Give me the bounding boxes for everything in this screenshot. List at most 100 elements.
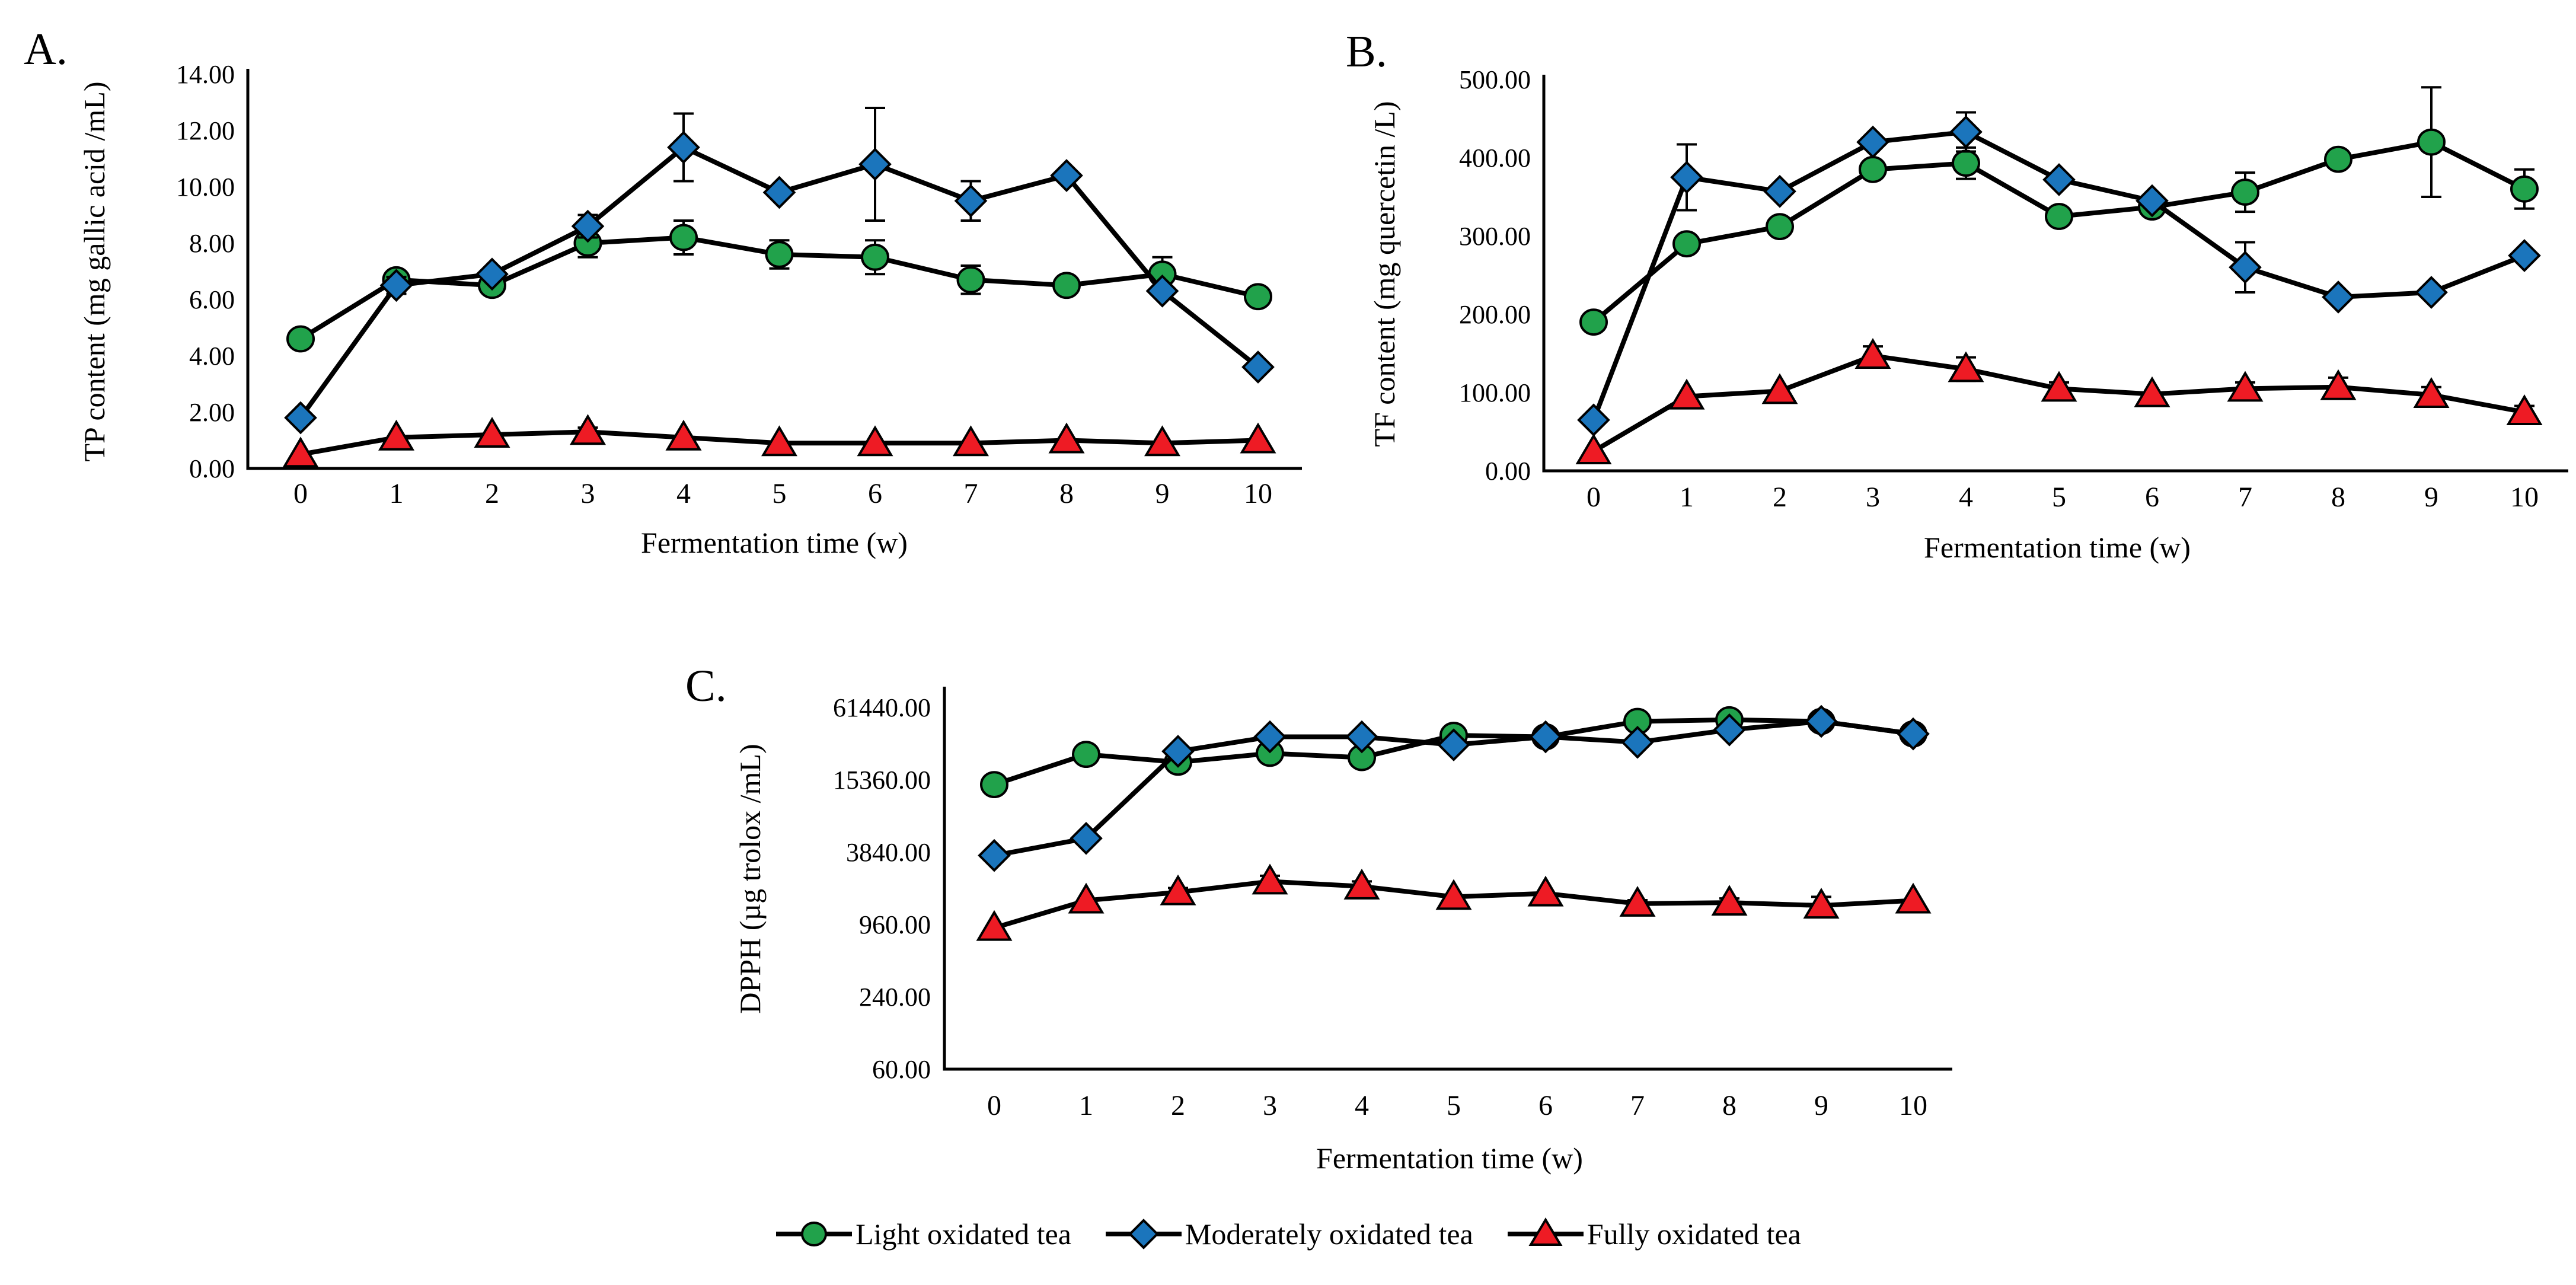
- marker-triangle: [1895, 882, 1932, 914]
- x-tick-label: 9: [1814, 1090, 1828, 1121]
- x-tick-label: 0: [987, 1090, 1001, 1121]
- y-tick-label: 10.00: [176, 173, 235, 202]
- marker-circle: [2231, 178, 2259, 206]
- marker-circle: [1859, 155, 1887, 183]
- series-moderately-oxidated-tea: [978, 704, 1930, 872]
- marker-circle: [1672, 230, 1701, 258]
- panel-label: B.: [1346, 27, 1387, 76]
- marker-diamond: [978, 838, 1011, 872]
- marker-triangle: [2227, 371, 2264, 402]
- x-tick-label: 3: [581, 478, 595, 509]
- marker-diamond: [571, 209, 605, 243]
- marker-triangle: [1527, 875, 1564, 907]
- marker-triangle: [1854, 338, 1891, 369]
- marker-triangle: [953, 425, 989, 457]
- x-tick-label: 7: [2238, 482, 2252, 513]
- marker-diamond: [1161, 735, 1195, 768]
- x-tick-label: 7: [964, 478, 978, 509]
- marker-diamond: [1897, 717, 1930, 751]
- x-tick-label: 6: [868, 478, 882, 509]
- marker-diamond: [1241, 350, 1275, 384]
- marker-circle: [1244, 283, 1272, 311]
- y-tick-label: 4.00: [189, 342, 235, 371]
- marker-triangle: [1240, 422, 1276, 454]
- x-tick-label: 8: [1722, 1090, 1737, 1121]
- marker-diamond: [2322, 280, 2355, 314]
- chart-panel-a: A. 0.00 2.00 4.00 6.00 8.00 10.00 12.00 14.00 0 1 2…: [24, 24, 1302, 559]
- series-fully-oxidated-tea: [976, 863, 1932, 941]
- y-tick-label: 400.00: [1459, 144, 1531, 173]
- y-axis-title: TP content (mg gallic acid /mL): [78, 81, 111, 461]
- y-tick-label: 100.00: [1459, 378, 1531, 407]
- marker-circle: [1072, 741, 1100, 769]
- marker-circle: [2510, 175, 2539, 203]
- series-moderately-oxidated-tea: [284, 107, 1275, 435]
- marker-diamond: [1128, 1219, 1159, 1249]
- y-tick-label: 15360.00: [833, 766, 931, 795]
- y-tick-label: 960.00: [859, 910, 931, 939]
- marker-triangle: [1435, 879, 1472, 910]
- marker-circle: [286, 325, 315, 353]
- marker-circle: [1579, 308, 1608, 336]
- x-tick-label: 8: [1059, 478, 1074, 509]
- marker-circle: [861, 243, 889, 271]
- x-tick-label: 1: [1680, 482, 1694, 513]
- panel-label: C.: [685, 661, 727, 711]
- series-moderately-oxidated-tea: [1577, 111, 2541, 437]
- marker-circle: [2045, 203, 2073, 230]
- triangle-legend-marker-icon: [1507, 1217, 1584, 1246]
- marker-triangle: [1948, 351, 1984, 382]
- marker-diamond: [2042, 163, 2076, 196]
- marker-diamond: [667, 130, 700, 164]
- marker-triangle: [1343, 868, 1380, 900]
- x-tick-label: 6: [1538, 1090, 1553, 1121]
- marker-triangle: [2506, 394, 2543, 425]
- marker-diamond: [954, 184, 988, 218]
- marker-diamond: [2508, 239, 2541, 272]
- y-tick-label: 6.00: [189, 285, 235, 314]
- x-tick-label: 4: [676, 478, 691, 509]
- marker-diamond: [1577, 403, 1610, 437]
- marker-triangle: [1575, 433, 1612, 464]
- marker-circle: [801, 1222, 828, 1246]
- marker-diamond: [1345, 720, 1378, 754]
- x-tick-label: 1: [1079, 1090, 1093, 1121]
- x-tick-label: 2: [1171, 1090, 1185, 1121]
- marker-triangle: [570, 414, 606, 445]
- y-tick-label: 61440.00: [833, 693, 931, 722]
- marker-triangle: [282, 436, 319, 468]
- x-tick-label: 7: [1630, 1090, 1645, 1121]
- marker-triangle: [1144, 425, 1180, 457]
- marker-triangle: [1761, 373, 1798, 404]
- marker-diamond: [858, 148, 892, 181]
- x-tick-label: 9: [1155, 478, 1170, 509]
- x-axis-title: Fermentation time (w): [1316, 1141, 1583, 1175]
- marker-triangle: [474, 417, 510, 448]
- y-tick-label: 12.00: [176, 116, 235, 145]
- diamond-legend-marker-icon: [1105, 1219, 1182, 1249]
- x-axis-title: Fermentation time (w): [1924, 531, 2191, 564]
- marker-diamond: [1145, 274, 1179, 308]
- marker-diamond: [1050, 159, 1083, 192]
- x-tick-label: 1: [390, 478, 404, 509]
- marker-triangle: [1160, 874, 1196, 905]
- x-tick-label: 4: [1355, 1090, 1369, 1121]
- marker-triangle: [1711, 885, 1748, 916]
- marker-diamond: [1670, 161, 1703, 194]
- legend-item-moderately-oxidated-tea: Moderately oxidated tea: [1105, 1213, 1473, 1255]
- marker-diamond: [1805, 704, 1838, 738]
- legend-label: Moderately oxidated tea: [1185, 1217, 1473, 1251]
- series-fully-oxidated-tea: [282, 414, 1276, 468]
- x-tick-label: 5: [1447, 1090, 1461, 1121]
- marker-diamond: [762, 176, 796, 209]
- marker-triangle: [761, 425, 797, 457]
- y-tick-label: 60.00: [872, 1055, 931, 1084]
- marker-triangle: [1619, 885, 1656, 917]
- marker-circle: [2324, 145, 2352, 173]
- marker-diamond: [2136, 184, 2169, 218]
- x-tick-label: 0: [1587, 482, 1601, 513]
- marker-diamond: [475, 257, 509, 291]
- x-tick-label: 2: [485, 478, 499, 509]
- marker-triangle: [1068, 882, 1105, 914]
